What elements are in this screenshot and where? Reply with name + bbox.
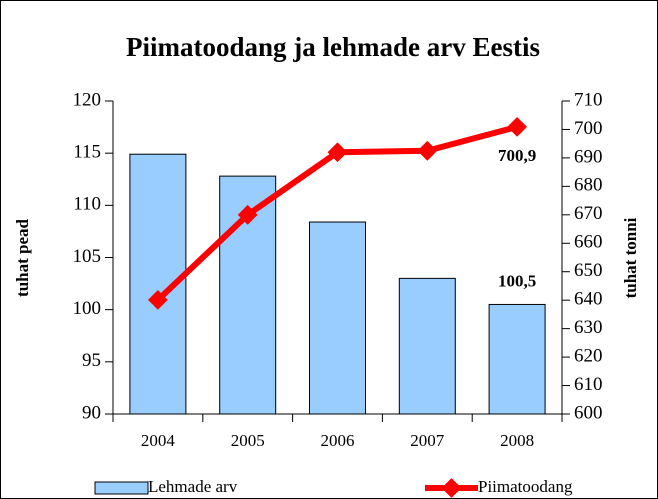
y2-tick-label: 700 [574,118,603,139]
y2-tick-label: 710 [574,89,603,110]
y-tick-label: 100 [73,298,102,319]
legend-label: Lehmade arv [148,477,238,496]
y2-tick-label: 610 [574,374,603,395]
bar [309,221,366,415]
y2-tick-label: 680 [574,175,603,196]
x-tick-label: 2004 [141,431,176,450]
y2-tick-label: 650 [574,260,603,281]
y-tick-label: 95 [82,350,101,371]
legend-label: Piimatoodang [478,477,573,496]
x-tick-label: 2007 [410,431,445,450]
legend-swatch [94,481,149,495]
bar [398,277,456,415]
bar [488,303,546,415]
y2-tick-label: 640 [574,289,603,310]
x-tick-label: 2008 [500,431,534,450]
line-marker [327,142,348,163]
y-tick-label: 105 [73,246,102,267]
y2-tick-label: 690 [574,146,603,167]
y2-tick-label: 670 [574,203,603,224]
line-marker [237,204,258,225]
y2-tick-label: 660 [574,232,603,253]
data-label: 700,9 [498,146,536,165]
y-axis-label: tuhat pead [13,218,32,296]
y2-tick-label: 620 [574,345,603,366]
y2-tick-label: 630 [574,317,603,338]
chart-title: Piimatoodang ja lehmade arv Eestis [126,32,540,62]
x-tick-label: 2005 [231,431,265,450]
line-marker [417,140,438,161]
y2-tick-label: 600 [574,402,603,423]
y-tick-label: 90 [82,402,101,423]
y-tick-label: 120 [73,89,102,110]
legend-marker [441,478,462,498]
y-tick-label: 115 [73,142,101,163]
y2-axis-label: tuhat tonni [621,217,640,298]
data-label: 100,5 [498,271,536,290]
x-tick-label: 2006 [321,431,355,450]
line-marker [148,289,168,310]
y-tick-label: 110 [73,194,101,215]
